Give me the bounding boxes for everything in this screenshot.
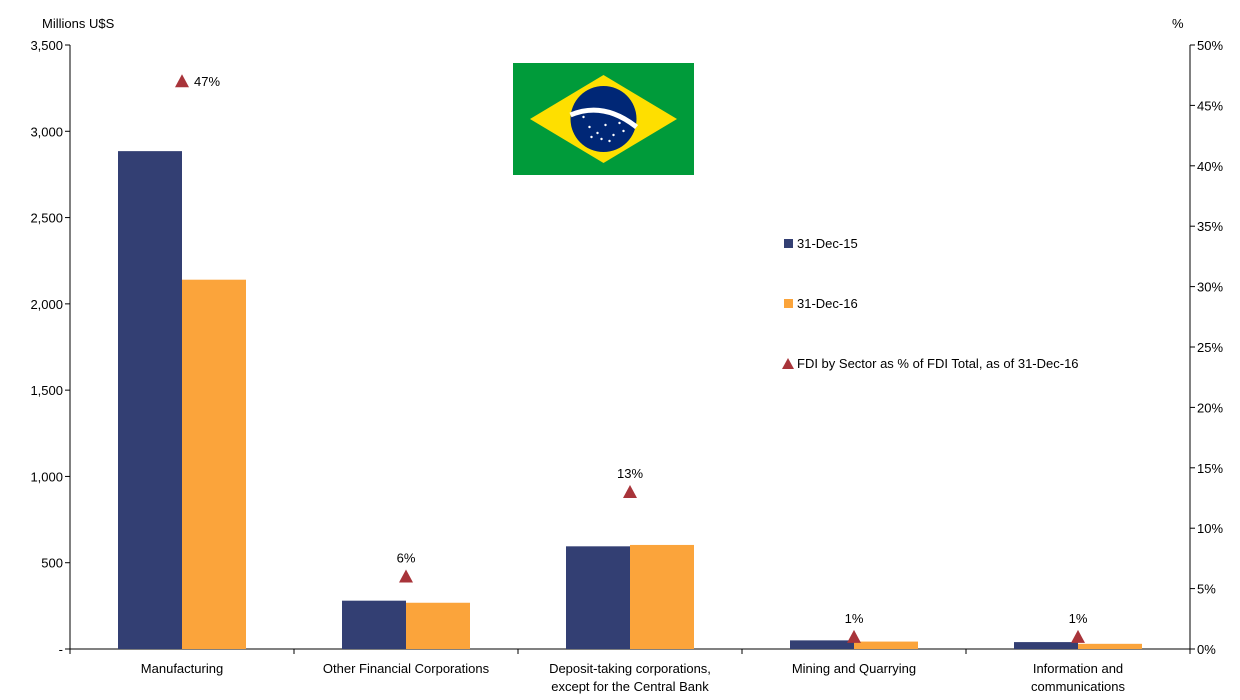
pct-marker — [399, 569, 413, 583]
flag-star — [588, 125, 591, 129]
bar-2015 — [790, 640, 854, 649]
pct-label: 1% — [1069, 611, 1088, 626]
legend-swatch-2016 — [784, 299, 793, 308]
x-category-label: Manufacturing — [141, 661, 223, 676]
right-tick-label: 15% — [1197, 461, 1223, 476]
legend-triangle-icon — [782, 358, 794, 369]
x-category-label: communications — [1031, 679, 1125, 694]
legend-label-pct: FDI by Sector as % of FDI Total, as of 3… — [797, 356, 1079, 371]
right-tick-label: 35% — [1197, 219, 1223, 234]
flag-star — [618, 121, 621, 125]
flag-star — [608, 139, 611, 143]
right-tick-label: 25% — [1197, 340, 1223, 355]
pct-marker — [175, 74, 189, 88]
bar-2015 — [566, 546, 630, 649]
flag-star — [622, 129, 625, 133]
right-tick-label: 20% — [1197, 400, 1223, 415]
pct-marker — [623, 484, 637, 498]
left-tick-label: 1,500 — [30, 383, 63, 398]
left-axis-title: Millions U$S — [42, 16, 115, 31]
flag-star — [596, 131, 599, 135]
right-axis-title: % — [1172, 16, 1184, 31]
pct-marker — [847, 629, 861, 643]
legend-item-2016: 31-Dec-16 — [784, 296, 858, 311]
flag-star — [604, 123, 607, 127]
left-tick-label: 1,000 — [30, 469, 63, 484]
x-category-label: Other Financial Corporations — [323, 661, 490, 676]
right-tick-label: 30% — [1197, 280, 1223, 295]
left-tick-label: 3,000 — [30, 124, 63, 139]
bar-2016 — [1078, 643, 1142, 649]
bar-2016 — [406, 602, 470, 649]
pct-label: 1% — [845, 611, 864, 626]
flag-star — [612, 133, 615, 137]
legend-item-2015: 31-Dec-15 — [784, 236, 858, 251]
bar-2016 — [854, 641, 918, 649]
flag-star — [590, 135, 593, 139]
pct-label: 6% — [397, 551, 416, 566]
bar-2015 — [342, 600, 406, 649]
left-tick-label: 2,000 — [30, 297, 63, 312]
left-tick-label: - — [59, 642, 63, 657]
right-tick-label: 45% — [1197, 98, 1223, 113]
pct-label: 13% — [617, 466, 643, 481]
right-tick-label: 5% — [1197, 582, 1216, 597]
legend-label-2015: 31-Dec-15 — [797, 236, 858, 251]
right-tick-label: 50% — [1197, 38, 1223, 53]
x-category-label: Mining and Quarrying — [792, 661, 916, 676]
bar-2016 — [630, 544, 694, 649]
bar-2015 — [118, 151, 182, 650]
x-category-label: except for the Central Bank — [551, 679, 709, 694]
legend-label-2016: 31-Dec-16 — [797, 296, 858, 311]
right-tick-label: 40% — [1197, 159, 1223, 174]
pct-marker — [1071, 629, 1085, 643]
bar-2015 — [1014, 642, 1078, 649]
x-category-label: Information and — [1033, 661, 1123, 676]
left-tick-label: 3,500 — [30, 38, 63, 53]
legend-swatch-2015 — [784, 239, 793, 248]
flag-banner — [569, 107, 639, 129]
left-tick-label: 500 — [41, 556, 63, 571]
flag-globe — [570, 86, 637, 152]
x-category-label: Deposit-taking corporations, — [549, 661, 711, 676]
legend-item-pct: FDI by Sector as % of FDI Total, as of 3… — [782, 356, 1079, 371]
flag-star — [582, 115, 585, 119]
flag-star — [600, 137, 603, 141]
pct-label: 47% — [194, 74, 220, 89]
left-tick-label: 2,500 — [30, 211, 63, 226]
right-tick-label: 0% — [1197, 642, 1216, 657]
bar-2016 — [182, 279, 246, 649]
right-tick-label: 10% — [1197, 521, 1223, 536]
